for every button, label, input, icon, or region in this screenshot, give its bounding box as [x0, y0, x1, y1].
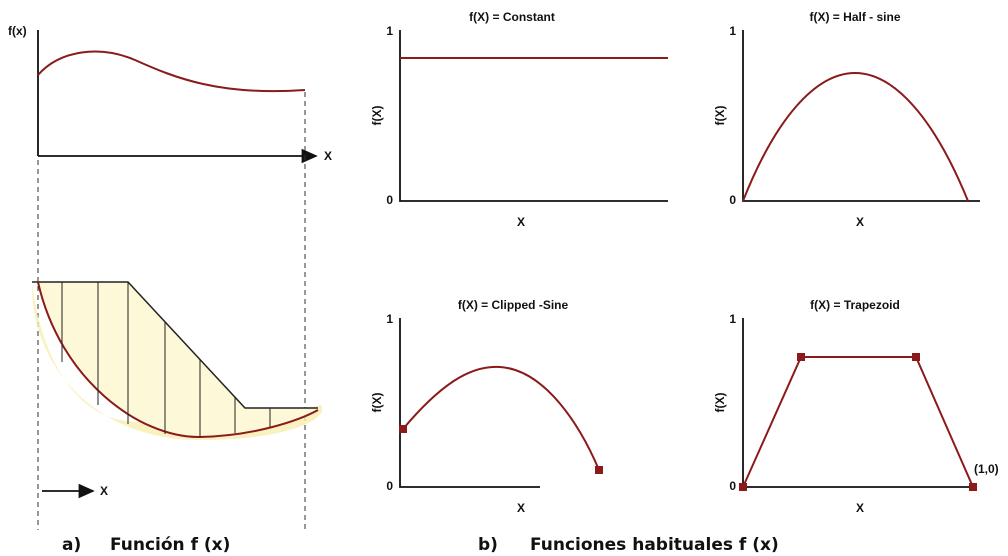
point-marker — [595, 466, 603, 474]
y-top-label: 1 — [386, 312, 393, 326]
plot-axes — [399, 318, 540, 488]
panel-a: f(x) X X a) Función f (x) — [8, 24, 332, 555]
plot-title: f(X) = Constant — [469, 10, 555, 24]
point-marker — [912, 353, 920, 361]
sliding-mass — [38, 282, 318, 438]
point-marker — [797, 353, 805, 361]
y-top-label: 1 — [386, 24, 393, 38]
point-marker — [399, 425, 407, 433]
function-curve — [37, 50, 306, 93]
slip-surface — [37, 281, 319, 439]
point-marker — [739, 483, 747, 491]
y-axis-label: f(X) — [370, 106, 384, 126]
plot-title: f(X) = Trapezoid — [810, 298, 900, 312]
x-axis-label: X — [517, 215, 525, 229]
plot-title: f(X) = Clipped -Sine — [458, 298, 569, 312]
y-axis-label: f(X) — [713, 393, 727, 413]
slope-surface — [32, 281, 318, 409]
function-curve — [402, 365, 600, 471]
slices — [61, 282, 271, 437]
caption-marker: b) — [478, 535, 498, 555]
y-axis-label: f(X) — [713, 106, 727, 126]
point-marker — [969, 483, 977, 491]
y-bottom-label: 0 — [386, 193, 393, 207]
plot-axes — [742, 318, 975, 488]
point-label: (1,0) — [974, 462, 999, 476]
x-axis-label: X — [517, 501, 525, 515]
y-axis-label: f(X) — [370, 393, 384, 413]
x-axis-label: X — [856, 501, 864, 515]
y-top-label: 1 — [729, 24, 736, 38]
y-bottom-label: 0 — [729, 479, 736, 493]
x-axis-label: X — [324, 149, 332, 163]
x-axis-label: X — [856, 215, 864, 229]
soil-zone — [31, 282, 322, 440]
function-curve — [742, 71, 969, 202]
plot-axes — [742, 30, 980, 202]
plot-axes — [399, 30, 668, 202]
caption: Función f (x) — [110, 535, 230, 555]
function-curve — [742, 356, 974, 488]
y-axis-label: f(x) — [8, 24, 27, 38]
caption-marker: a) — [62, 535, 81, 555]
y-top-label: 1 — [729, 312, 736, 326]
y-bottom-label: 0 — [386, 479, 393, 493]
caption: Funciones habituales f (x) — [530, 535, 779, 555]
y-bottom-label: 0 — [729, 193, 736, 207]
x-direction-label: X — [100, 484, 108, 498]
panel-b: b) Funciones habituales f (x) f(X) = Con… — [370, 10, 999, 555]
plot-title: f(X) = Half - sine — [809, 10, 900, 24]
